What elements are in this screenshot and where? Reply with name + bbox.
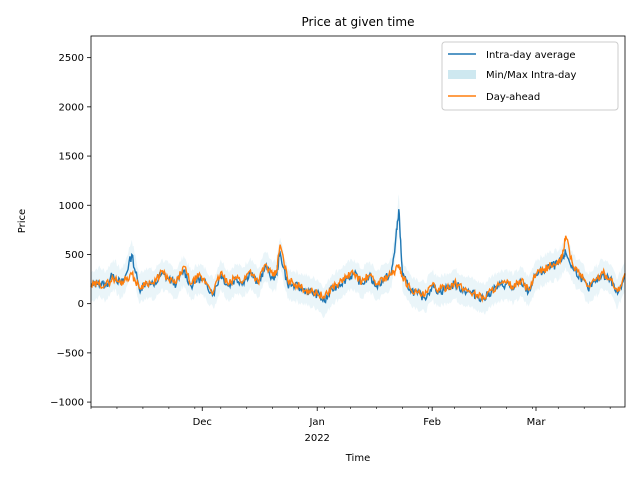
- x-tick-label: Jan: [308, 417, 324, 428]
- y-tick-label: 2500: [59, 53, 84, 64]
- y-tick-label: 0: [78, 299, 84, 310]
- legend-label-minmax: Min/Max Intra-day: [486, 70, 576, 81]
- y-tick-label: 1500: [59, 152, 84, 163]
- series-line-dayahead: [90, 235, 626, 303]
- legend-label-dayahead: Day-ahead: [486, 92, 540, 103]
- y-axis: −1000 −500 0 500 1000 1500 2000 2500: [50, 53, 91, 409]
- y-tick-label: 1000: [59, 201, 84, 212]
- y-tick-label: 500: [65, 250, 84, 261]
- y-tick-label: −1000: [50, 398, 84, 409]
- legend-swatch-minmax: [448, 70, 476, 79]
- y-axis-label: Price: [17, 209, 28, 233]
- x-tick-label: Feb: [423, 417, 441, 428]
- series-band-minmax: [91, 194, 625, 319]
- x-axis-label: Time: [345, 453, 370, 464]
- chart-title: Price at given time: [302, 15, 415, 29]
- x-tick-label: Dec: [193, 417, 212, 428]
- plot-area: [90, 194, 626, 319]
- plot-frame: [90, 35, 626, 408]
- x-tick-sublabel: 2022: [304, 433, 329, 444]
- y-tick-label: 2000: [59, 102, 84, 113]
- legend-box: [441, 41, 619, 111]
- x-axis: Dec Jan 2022 Feb Mar: [90, 407, 611, 444]
- x-tick-label: Mar: [527, 417, 547, 428]
- legend-label-intraday: Intra-day average: [486, 50, 576, 61]
- legend: Intra-day average Min/Max Intra-day Day-…: [441, 41, 619, 111]
- y-tick-label: −500: [57, 348, 84, 359]
